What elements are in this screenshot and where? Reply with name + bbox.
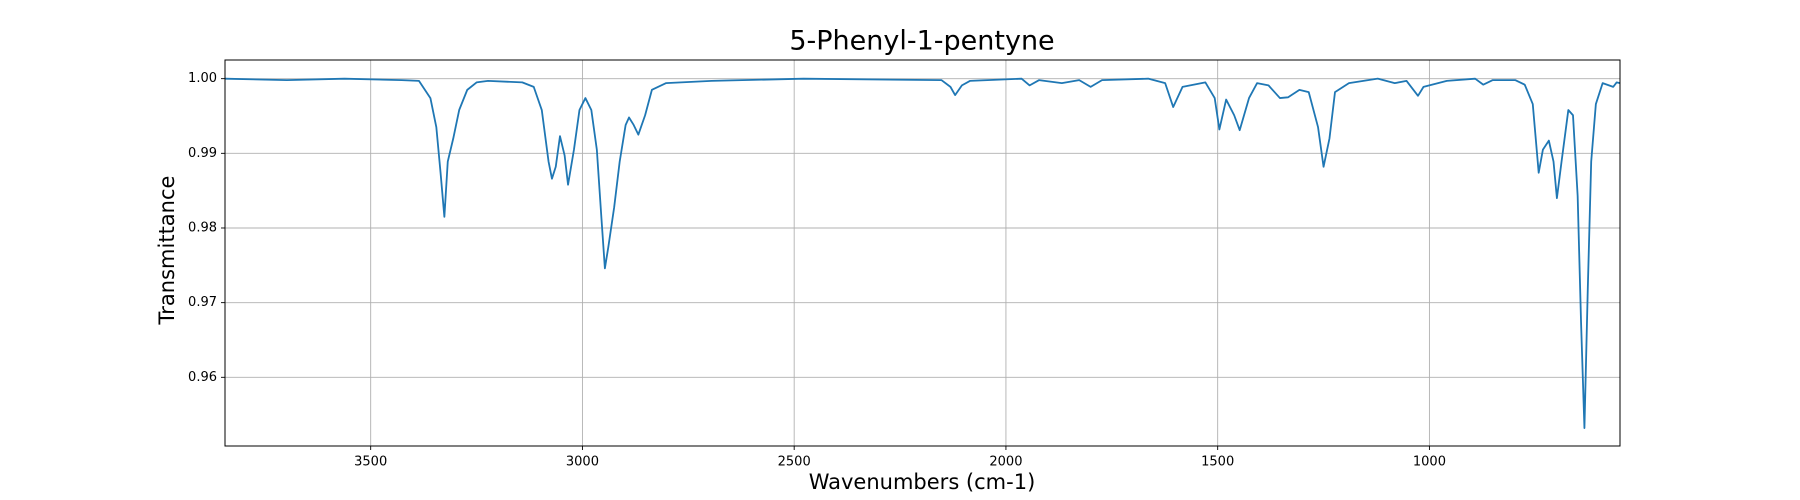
y-axis-label: Transmittance — [155, 176, 179, 326]
plot-frame — [224, 59, 1621, 447]
chart-title: 5-Phenyl-1-pentyne — [789, 26, 1054, 57]
x-tick-label: 2500 — [778, 455, 811, 470]
x-tick-label: 3000 — [566, 455, 599, 470]
x-tick-label: 1500 — [1201, 455, 1234, 470]
y-tick-label: 0.99 — [188, 146, 217, 161]
y-tick-label: 1.00 — [188, 71, 217, 86]
x-tick-label: 1000 — [1413, 455, 1446, 470]
y-tick-label: 0.98 — [188, 220, 217, 235]
y-tick-label: 0.97 — [188, 295, 217, 310]
spectrum-line — [224, 77, 1621, 429]
x-tick-label: 2000 — [989, 455, 1022, 470]
x-tick-label: 3500 — [354, 455, 387, 470]
y-tick-label: 0.96 — [188, 370, 217, 385]
x-axis-label: Wavenumbers (cm-1) — [809, 470, 1036, 494]
